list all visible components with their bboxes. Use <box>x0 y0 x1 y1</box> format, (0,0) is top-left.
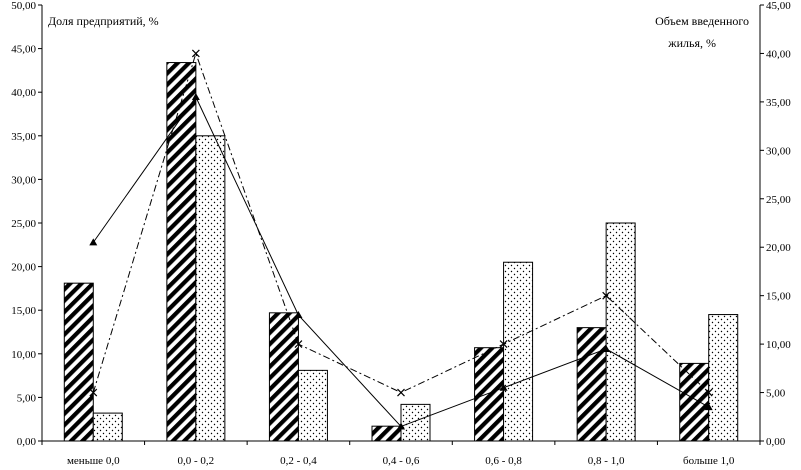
y-right-tick-label: 25,00 <box>766 194 791 206</box>
y-left-tick-label: 40,00 <box>11 87 36 99</box>
y-left-tick-label: 20,00 <box>11 262 36 274</box>
y-right-tick-label: 5,00 <box>766 388 786 400</box>
y-right-tick-label: 15,00 <box>766 291 791 303</box>
bar-dotted <box>297 369 328 442</box>
line-marker-triangle <box>397 422 405 430</box>
line-marker-x <box>704 388 713 397</box>
x-tick-label: 0,6 - 0,8 <box>485 455 522 467</box>
y-left-tick-label: 25,00 <box>11 218 36 230</box>
line-marker-x <box>191 49 200 58</box>
y-right-tick-label: 35,00 <box>766 97 791 109</box>
y-left-tick-label: 15,00 <box>11 305 36 317</box>
y-left-tick-label: 50,00 <box>11 0 36 12</box>
lines <box>89 49 713 430</box>
line-marker-x <box>602 291 611 300</box>
y-right-label-line1: Объем введенного <box>655 14 749 28</box>
y-right-tick-label: 20,00 <box>766 242 791 254</box>
x-tick-label: больше 1,0 <box>683 455 735 467</box>
x-tick-label: меньше 0,0 <box>67 455 120 467</box>
y-right-label-line2: жилья, % <box>667 36 716 50</box>
bar-hatched <box>268 312 299 442</box>
line-marker-triangle <box>499 383 508 391</box>
y-left-tick-label: 5,00 <box>17 392 37 404</box>
bar-hatched <box>166 62 197 442</box>
bar-dotted <box>195 135 226 442</box>
x-tick-label: 0,0 - 0,2 <box>178 455 215 467</box>
bar-hatched <box>679 362 710 442</box>
bar-dotted <box>708 314 739 442</box>
bars <box>63 62 739 442</box>
y-right-tick-label: 10,00 <box>766 339 791 351</box>
line-marker-triangle <box>294 311 303 319</box>
bar-hatched <box>576 327 607 442</box>
line-marker-x <box>499 340 508 349</box>
bar-hatched <box>474 347 505 442</box>
y-right-tick-label: 40,00 <box>766 48 791 60</box>
bar-dotted <box>503 261 534 442</box>
x-tick-label: 0,2 - 0,4 <box>280 455 317 467</box>
y-right-tick-label: 45,00 <box>766 0 791 12</box>
x-tick-label: 0,4 - 0,6 <box>383 455 420 467</box>
axes: 0,00 5,00 10,00 15,00 20,00 25,00 30,00 35,00 40… <box>11 0 791 467</box>
y-left-tick-label: 0,00 <box>17 436 37 448</box>
bar-dotted <box>605 222 636 442</box>
y-left-tick-label: 45,00 <box>11 44 36 56</box>
y-left-tick-label: 10,00 <box>11 349 36 361</box>
y-right-tick-label: 30,00 <box>766 145 791 157</box>
y-left-tick-label: 30,00 <box>11 174 36 186</box>
bar-dotted <box>400 403 431 442</box>
line-marker-x <box>397 388 405 397</box>
y-left-label: Доля предприятий, % <box>48 14 159 28</box>
line-marker-triangle <box>89 238 98 246</box>
bar-hatched <box>371 425 402 442</box>
labels: Доля предприятий, % Объем введенного жил… <box>48 14 749 50</box>
y-left-tick-label: 35,00 <box>11 131 36 143</box>
bar-dotted <box>92 412 123 442</box>
line-marker-x <box>89 388 98 397</box>
line-marker-triangle <box>704 403 713 411</box>
y-right-tick-label: 0,00 <box>766 436 786 448</box>
line-marker-x <box>294 340 303 349</box>
x-tick-label: 0,8 - 1,0 <box>588 455 625 467</box>
bar-hatched <box>63 282 94 442</box>
line-marker-triangle <box>191 93 200 101</box>
line-marker-triangle <box>602 344 611 352</box>
